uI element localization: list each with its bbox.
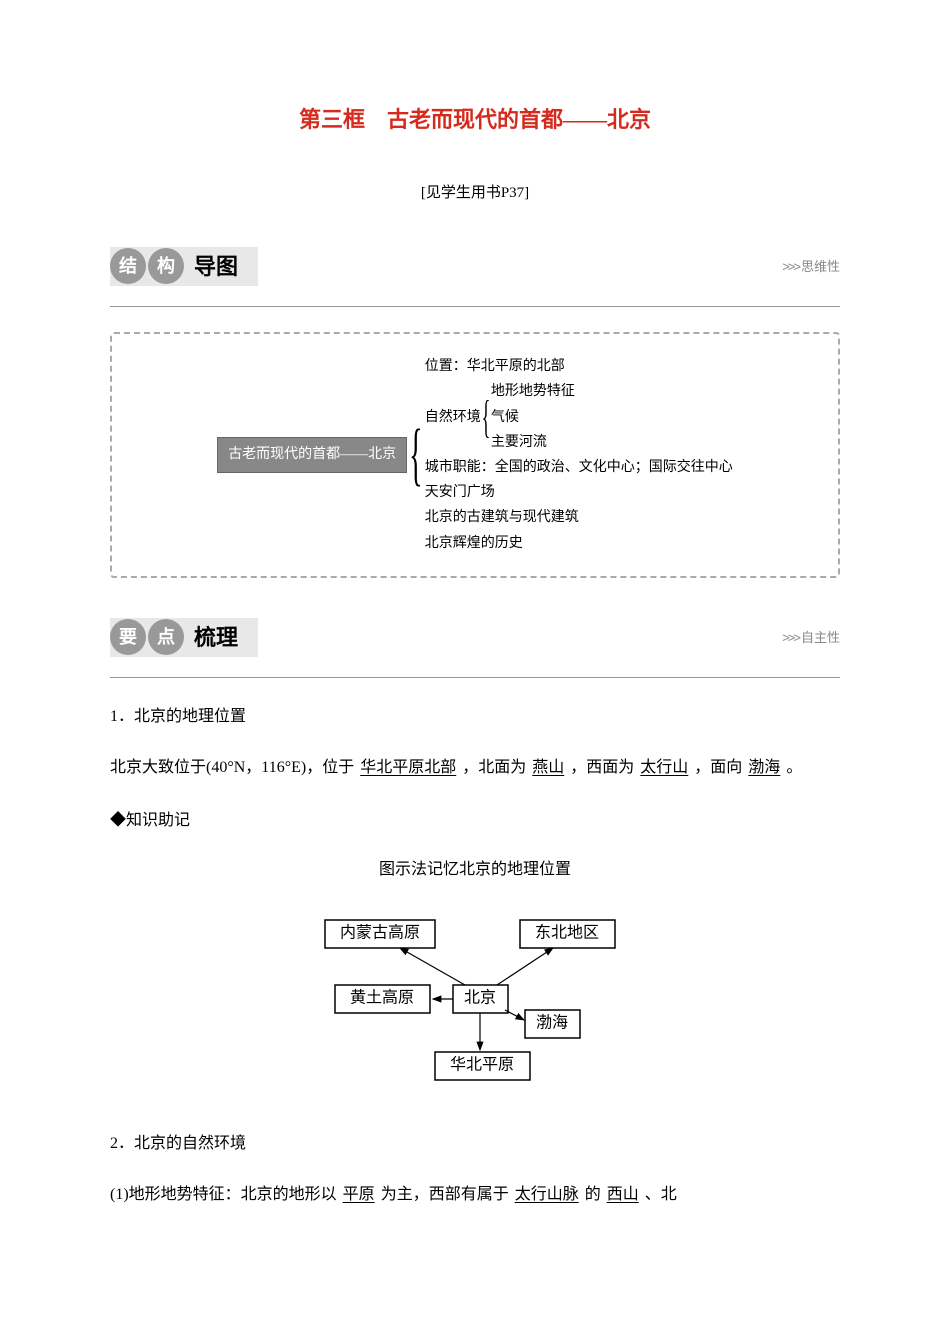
p1-mid1: ，北面为 (462, 759, 526, 776)
point-2-heading: 2．北京的自然环境 (110, 1130, 840, 1159)
mind-map-content: 古老而现代的首都——北京 { 位置：华北平原的北部 自然环境 { 地形地势特征 … (217, 354, 733, 556)
loc-box2-text: 东北地区 (535, 924, 599, 942)
env-terrain: 地形地势特征 (491, 379, 575, 404)
p2-blank3: 西山 (601, 1186, 645, 1203)
loc-box1-text: 内蒙古高原 (340, 924, 420, 942)
section-name-2: 梳理 (194, 618, 238, 658)
p2-end: 、北 (645, 1186, 677, 1203)
section-header-left: 结 构 导图 (110, 247, 258, 287)
brace-main: { 位置：华北平原的北部 自然环境 { 地形地势特征 气候 主要河流 城市职能：… (407, 354, 733, 556)
circle-icon-1: 结 (110, 248, 146, 284)
env-rivers: 主要河流 (491, 430, 575, 455)
p1-blank1: 华北平原北部 (354, 759, 462, 776)
point-1-heading: 1．北京的地理位置 (110, 703, 840, 732)
p1-blank3: 太行山 (634, 759, 694, 776)
mnemonic-title: 图示法记忆北京的地理位置 (110, 856, 840, 885)
section-name: 导图 (194, 247, 238, 287)
loc-box6-text: 华北平原 (450, 1056, 514, 1074)
p1-mid2: ，西面为 (570, 759, 634, 776)
branch-tiananmen: 天安门广场 (425, 480, 733, 505)
section-header-left-2: 要 点 梳理 (110, 618, 258, 658)
mnemonic-marker: ◆知识助记 (110, 807, 840, 836)
circle-icon-3: 要 (110, 619, 146, 655)
location-svg: 内蒙古高原 东北地区 黄土高原 北京 渤海 华北平原 (305, 910, 645, 1090)
section-header-points: 要 点 梳理 自主性 (110, 618, 840, 658)
p1-pre: 北京大致位于(40°N，116°E)，位于 (110, 759, 354, 776)
section-icon-group: 结 构 (110, 248, 184, 284)
env-subbranches: 地形地势特征 气候 主要河流 (491, 379, 575, 455)
brace-sub: { 地形地势特征 气候 主要河流 (481, 379, 575, 455)
branch-history: 北京辉煌的历史 (425, 531, 733, 556)
branch-architecture: 北京的古建筑与现代建筑 (425, 505, 733, 530)
p2-blank2: 太行山脉 (509, 1186, 585, 1203)
p1-mid3: ，面向 (694, 759, 742, 776)
header-underline (110, 306, 840, 307)
p2-mid1: 为主，西部有属于 (381, 1186, 509, 1203)
p1-blank4: 渤海 (742, 759, 786, 776)
brace-sub-icon: { (481, 379, 490, 455)
loc-box5-text: 渤海 (536, 1014, 568, 1032)
mind-map-box: 古老而现代的首都——北京 { 位置：华北平原的北部 自然环境 { 地形地势特征 … (110, 332, 840, 578)
brace-icon: { (409, 354, 422, 556)
p1-end: 。 (786, 759, 802, 776)
p2-mid2: 的 (585, 1186, 601, 1203)
mind-map-branches: 位置：华北平原的北部 自然环境 { 地形地势特征 气候 主要河流 城市职能：全国… (425, 354, 733, 556)
env-label: 自然环境 (425, 405, 481, 430)
p2-blank1: 平原 (337, 1186, 381, 1203)
circle-icon-4: 点 (148, 619, 184, 655)
env-climate: 气候 (491, 405, 575, 430)
loc-box4-text: 北京 (464, 989, 496, 1007)
header-underline-2 (110, 677, 840, 678)
section-header-structure: 结 构 导图 思维性 (110, 247, 840, 287)
point-2-text: (1)地形地势特征：北京的地形以平原为主，西部有属于太行山脉的西山、北 (110, 1177, 840, 1212)
branch-location: 位置：华北平原的北部 (425, 354, 733, 379)
section-icon-group-2: 要 点 (110, 619, 184, 655)
mind-map-root: 古老而现代的首都——北京 (217, 437, 407, 472)
chapter-title: 第三框 古老而现代的首都——北京 (110, 100, 840, 140)
section-tag-2: 自主性 (782, 626, 840, 649)
page-reference: [见学生用书P37] (110, 180, 840, 207)
p1-blank2: 燕山 (526, 759, 570, 776)
point-1-text: 北京大致位于(40°N，116°E)，位于华北平原北部，北面为燕山，西面为太行山… (110, 750, 840, 785)
section-tag: 思维性 (782, 255, 840, 278)
loc-box3-text: 黄土高原 (350, 989, 414, 1007)
circle-icon-2: 构 (148, 248, 184, 284)
branch-environment: 自然环境 { 地形地势特征 气候 主要河流 (425, 379, 733, 455)
location-diagram: 内蒙古高原 东北地区 黄土高原 北京 渤海 华北平原 (110, 910, 840, 1090)
p2-pre: (1)地形地势特征：北京的地形以 (110, 1186, 337, 1203)
branch-function: 城市职能：全国的政治、文化中心；国际交往中心 (425, 455, 733, 480)
